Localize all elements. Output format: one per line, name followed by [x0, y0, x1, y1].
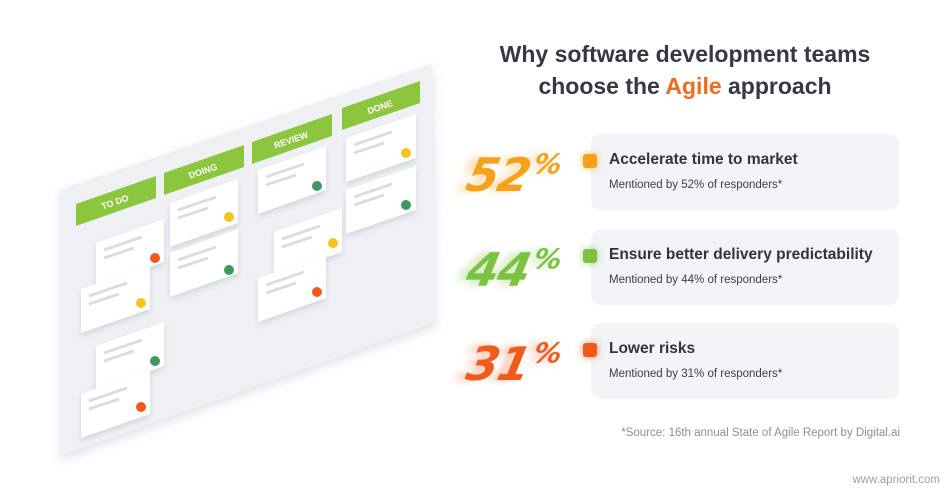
card-done-2: [346, 166, 416, 234]
page-title: Why software development teams choose th…: [470, 38, 900, 102]
stat-percent: 52%: [462, 148, 592, 202]
title-line-2: choose the Agile approach: [470, 70, 900, 102]
column-header-doing: DOING: [164, 145, 244, 195]
title-line-2-prefix: choose the: [538, 73, 666, 99]
card-doing-2: [170, 229, 238, 297]
card-todo-4: [81, 370, 150, 438]
card-review-3: [258, 254, 326, 322]
card-doing-1: [170, 179, 238, 247]
stat-card: [591, 134, 899, 210]
site-url: www.apriorit.com: [852, 474, 940, 486]
stat-bullet-icon: [583, 343, 597, 357]
column-header-done: DONE: [342, 81, 420, 130]
kanban-board-graphic: TO DO DOING REVIEW DONE: [60, 64, 436, 456]
stat-percent: 31%: [462, 337, 592, 391]
stat-heading: Accelerate time to market: [609, 151, 798, 168]
percent-sign: %: [530, 148, 565, 181]
percent-sign: %: [530, 337, 565, 370]
stat-subtext: Mentioned by 52% of responders*: [609, 179, 783, 191]
stat-subtext: Mentioned by 31% of responders*: [609, 368, 783, 380]
stat-card: [591, 323, 899, 399]
stat-item-3: 31% Lower risks Mentioned by 31% of resp…: [462, 323, 908, 401]
source-note: *Source: 16th annual State of Agile Repo…: [621, 427, 900, 439]
stat-percent-value: 52: [461, 148, 536, 202]
stat-bullet-icon: [583, 249, 597, 263]
kanban-board-illustration: TO DO DOING REVIEW DONE: [0, 0, 460, 500]
card-done-1: [346, 114, 416, 182]
card-review-2: [274, 208, 342, 276]
stat-percent-value: 31: [461, 337, 536, 391]
stat-heading: Ensure better delivery predictability: [609, 246, 873, 263]
card-todo-3: [96, 322, 164, 390]
title-line-2-suffix: approach: [721, 73, 832, 99]
stat-percent-value: 44: [461, 243, 536, 297]
stat-percent: 44%: [462, 243, 592, 297]
title-line-1: Why software development teams: [499, 41, 871, 67]
title-accent-word: Agile: [665, 73, 722, 99]
card-todo-2: [81, 265, 150, 333]
percent-sign: %: [530, 243, 565, 276]
column-header-todo: TO DO: [76, 176, 156, 226]
stat-item-2: 44% Ensure better delivery predictabilit…: [462, 229, 908, 307]
column-header-review: REVIEW: [252, 114, 332, 164]
card-todo-1: [96, 219, 164, 286]
card-review-1: [258, 146, 326, 214]
stat-item-1: 52% Accelerate time to market Mentioned …: [462, 134, 908, 212]
stat-heading: Lower risks: [609, 340, 696, 357]
stat-card: [591, 229, 899, 305]
stat-subtext: Mentioned by 44% of responders*: [609, 274, 783, 286]
stat-bullet-icon: [583, 154, 597, 168]
